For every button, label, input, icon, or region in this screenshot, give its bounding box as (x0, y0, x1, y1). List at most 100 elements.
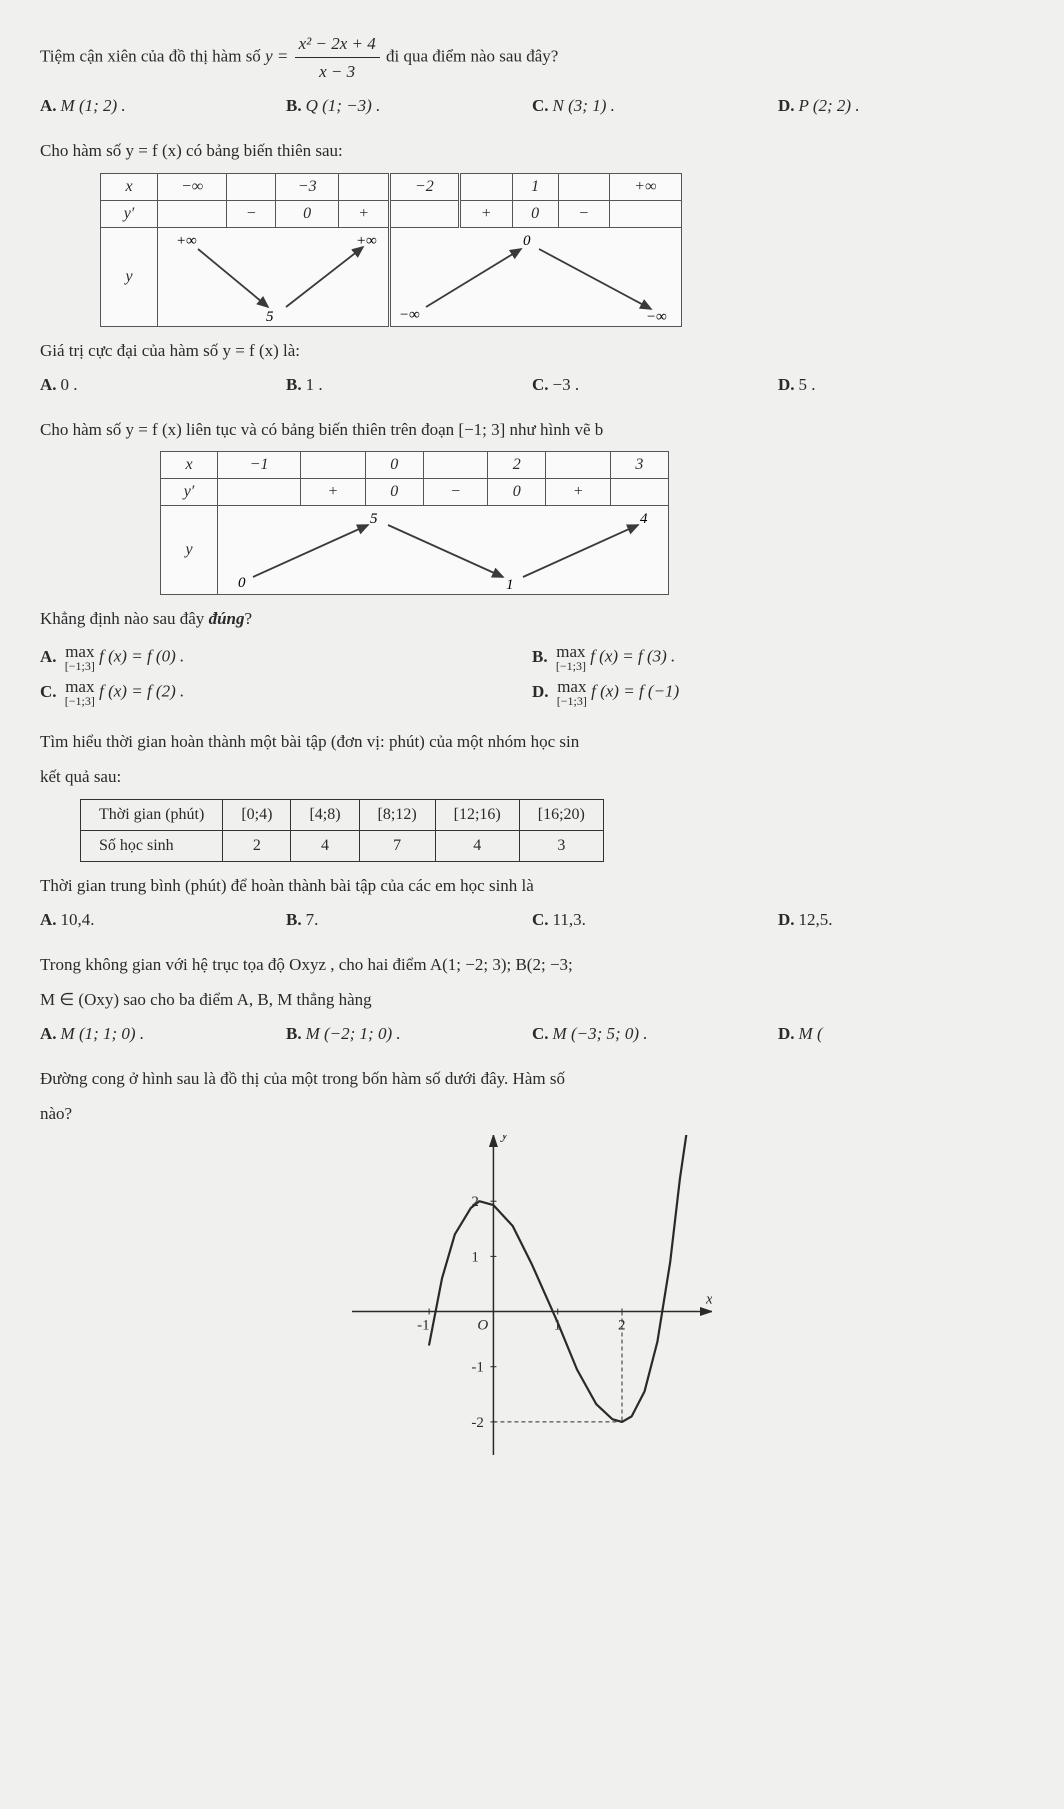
svg-text:x: x (705, 1292, 712, 1308)
q3-x-row: x −1 0 2 3 (161, 451, 669, 478)
q4-opt-c: C.11,3. (532, 907, 778, 933)
q3-yp-7 (610, 478, 668, 505)
q2-variation-table: x −∞ −3 −2 1 +∞ y′ − 0 + + 0 − (100, 173, 682, 327)
q3-val-tr: 4 (640, 511, 648, 527)
q3-ask-pre: Khẳng định nào sau đây (40, 609, 209, 628)
label-d: D. (778, 375, 795, 394)
q2-d-val: 5 . (799, 375, 816, 394)
q4-v3: 4 (435, 830, 519, 861)
q3-c-dom: [−1;3] (65, 695, 95, 707)
svg-text:O: O (477, 1318, 488, 1334)
q2-x-2 (227, 173, 276, 200)
q3-d-rhs: f (x) = f (−1) (591, 682, 679, 701)
q2-b-val: 1 . (306, 375, 323, 394)
max-operator: max[−1;3] (65, 643, 95, 672)
q3-y-hdr: y (161, 505, 218, 594)
svg-text:1: 1 (471, 1250, 479, 1266)
q3-val-bot2: 1 (506, 577, 514, 592)
q4-frequency-table: Thời gian (phút) [0;4) [4;8) [8;12) [12;… (80, 799, 604, 862)
q4-row-label: Số học sinh (81, 830, 223, 861)
q2-arrows-right: −∞ 0 −∞ (391, 229, 681, 324)
q2-x-7: 1 (512, 173, 558, 200)
q3-yp-2: + (301, 478, 366, 505)
q6-graph: xy-112O-2-112 (352, 1135, 712, 1455)
q3-ask-em: đúng (209, 609, 245, 628)
q6-prompt2: nào? (40, 1100, 1024, 1127)
q2-a-val: 0 . (61, 375, 78, 394)
max-word: max (65, 643, 95, 660)
q4-prompt2: kết quả sau: (40, 763, 1024, 790)
q2-x-6 (459, 173, 512, 200)
q4-c-val: 11,3. (553, 910, 586, 929)
q2-x-5: −2 (390, 173, 460, 200)
q4-h3: [8;12) (359, 799, 435, 830)
q2-yp-8: − (558, 200, 609, 227)
q4-opt-a: A.10,4. (40, 907, 286, 933)
label-a: A. (40, 1024, 57, 1043)
q3-a-dom: [−1;3] (65, 660, 95, 672)
q1-opt-b: B.Q (1; −3) . (286, 93, 532, 119)
q5-opt-a: A.M (1; 1; 0) . (40, 1021, 286, 1047)
q2-x-8 (558, 173, 609, 200)
q2-yp-2: − (227, 200, 276, 227)
question-5: Trong không gian với hệ trục tọa độ Oxyz… (40, 951, 1024, 1047)
q2-x-row: x −∞ −3 −2 1 +∞ (101, 173, 682, 200)
max-operator: max[−1;3] (65, 678, 95, 707)
q4-data-row: Số học sinh 2 4 7 4 3 (81, 830, 604, 861)
q3-d-dom: [−1;3] (557, 695, 587, 707)
label-c: C. (40, 682, 57, 701)
q2-val-tr1: +∞ (356, 233, 377, 249)
q2-y-right-cell: −∞ 0 −∞ (390, 227, 682, 326)
q3-y-cell: 0 5 1 4 (218, 505, 669, 594)
q2-val-bot1: 5 (266, 309, 274, 324)
q3-x-7: 3 (610, 451, 668, 478)
q3-yp-row: y′ + 0 − 0 + (161, 478, 669, 505)
q1-frac-den: x − 3 (295, 58, 380, 85)
q2-val-top2: 0 (523, 233, 531, 249)
svg-text:y: y (499, 1135, 508, 1143)
label-b: B. (532, 647, 548, 666)
q3-yp-4: − (423, 478, 488, 505)
q6-graph-wrap: xy-112O-2-112 (40, 1135, 1024, 1460)
q2-c-val: −3 . (553, 375, 580, 394)
q3-options: A. max[−1;3] f (x) = f (0) . B. max[−1;3… (40, 640, 1024, 710)
q2-opt-a: A.0 . (40, 372, 286, 398)
q1-opt-c: C.N (3; 1) . (532, 93, 778, 119)
q2-x-3: −3 (276, 173, 339, 200)
q2-opt-b: B.1 . (286, 372, 532, 398)
q3-x-5: 2 (488, 451, 546, 478)
label-c: C. (532, 910, 549, 929)
q2-opt-d: D.5 . (778, 372, 1024, 398)
q3-b-rhs: f (x) = f (3) . (590, 647, 675, 666)
q3-c-rhs: f (x) = f (2) . (99, 682, 184, 701)
q4-h2: [4;8) (291, 799, 359, 830)
q5-opt-b: B.M (−2; 1; 0) . (286, 1021, 532, 1047)
q2-yp-6: + (459, 200, 512, 227)
q1-opt-d: D.P (2; 2) . (778, 93, 1024, 119)
svg-text:-2: -2 (471, 1415, 484, 1431)
label-d: D. (532, 682, 549, 701)
svg-text:-1: -1 (417, 1318, 430, 1334)
q2-ask: Giá trị cực đại của hàm số y = f (x) là: (40, 337, 1024, 364)
q3-prompt: Cho hàm số y = f (x) liên tục và có bảng… (40, 416, 1024, 443)
q3-x-hdr: x (161, 451, 218, 478)
q4-v4: 3 (519, 830, 603, 861)
q2-yp-hdr: y′ (101, 200, 158, 227)
q5-c-val: M (−3; 5; 0) . (553, 1024, 648, 1043)
q4-h1: [0;4) (223, 799, 291, 830)
q2-opt-c: C.−3 . (532, 372, 778, 398)
q1-c-val: N (3; 1) . (553, 96, 615, 115)
label-c: C. (532, 375, 549, 394)
q5-opt-c: C.M (−3; 5; 0) . (532, 1021, 778, 1047)
q3-variation-table: x −1 0 2 3 y′ + 0 − 0 + y (160, 451, 669, 595)
label-b: B. (286, 375, 302, 394)
q3-yp-6: + (546, 478, 611, 505)
label-a: A. (40, 647, 57, 666)
q4-h5: [16;20) (519, 799, 603, 830)
q4-v1: 4 (291, 830, 359, 861)
q4-d-val: 12,5. (799, 910, 833, 929)
question-2: Cho hàm số y = f (x) có bảng biến thiên … (40, 137, 1024, 397)
label-c: C. (532, 1024, 549, 1043)
question-4: Tìm hiểu thời gian hoàn thành một bài tậ… (40, 728, 1024, 933)
q2-arrows-left: +∞ 5 +∞ (158, 229, 388, 324)
